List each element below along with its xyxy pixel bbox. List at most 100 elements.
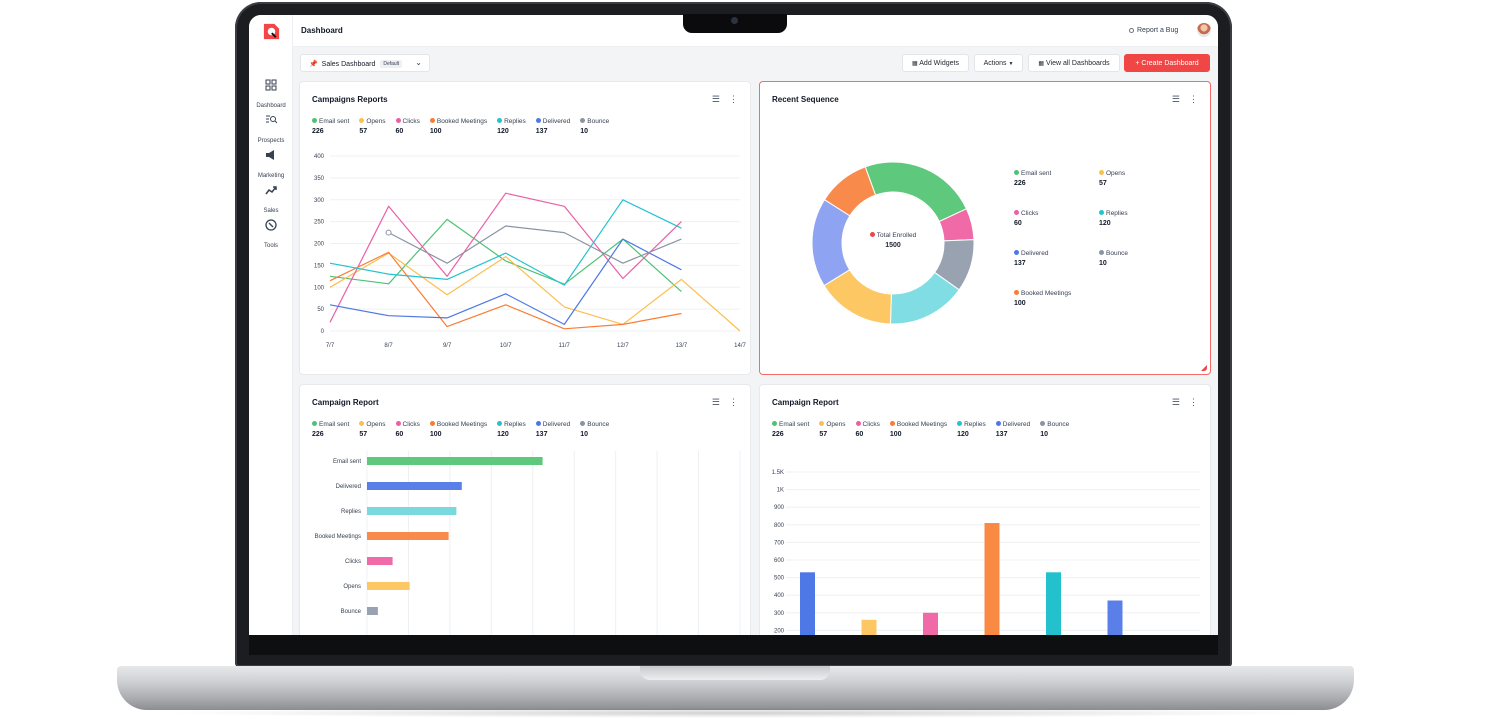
filter-sliders-icon[interactable]: ☰ <box>1171 397 1180 407</box>
actions-button[interactable]: Actions ▼ <box>974 54 1023 72</box>
sidebar-item-tools[interactable]: Tools <box>249 219 293 252</box>
sidebar-item-marketing[interactable]: Marketing <box>249 149 293 182</box>
legend-item[interactable]: Clicks 60 <box>395 118 420 135</box>
y-tick-label: 400 <box>774 593 785 599</box>
legend-value: 57 <box>819 431 828 438</box>
donut-legend-item[interactable]: Delivered 137 <box>1014 250 1104 267</box>
legend-dot <box>1040 421 1046 426</box>
legend-label: Replies <box>1099 210 1189 217</box>
filter-sliders-icon[interactable]: ☰ <box>1171 94 1180 104</box>
recent-sequence-card: Recent Sequence ☰ ⋮ Total Enrolled 1500 E… <box>759 81 1211 375</box>
donut-legend-item[interactable]: Replies 120 <box>1099 210 1189 227</box>
y-tick-label: 500 <box>774 576 785 582</box>
resize-handle[interactable] <box>1201 365 1207 371</box>
legend-item[interactable]: Delivered 137 <box>535 118 571 135</box>
legend-value: 226 <box>312 128 324 135</box>
legend-item[interactable]: Booked Meetings 100 <box>429 118 487 135</box>
legend-name: Clicks <box>1021 210 1039 217</box>
legend-label: Bounce <box>580 421 609 428</box>
bar <box>367 557 393 565</box>
card-tools: ☰ ⋮ <box>703 94 738 105</box>
sidebar-item-dashboard[interactable]: Dashboard <box>249 79 293 112</box>
donut-legend-item[interactable]: Booked Meetings 100 <box>1014 290 1104 307</box>
legend-item[interactable]: Delivered 137 <box>535 421 570 438</box>
donut-legend-item[interactable]: Bounce 10 <box>1099 250 1189 267</box>
bar <box>367 507 457 515</box>
more-vertical-icon[interactable]: ⋮ <box>1189 397 1198 407</box>
bar <box>367 532 449 540</box>
x-tick-label: 8/7 <box>384 343 393 349</box>
laptop-base <box>117 666 1354 710</box>
camera-icon <box>731 17 738 24</box>
filter-sliders-icon[interactable]: ☰ <box>711 397 720 407</box>
avatar[interactable] <box>1197 23 1211 37</box>
legend-dot <box>889 421 895 426</box>
x-tick-label: 10/7 <box>500 343 512 349</box>
donut-legend-item[interactable]: Email sent 226 <box>1014 170 1104 187</box>
search-list-icon <box>266 115 277 124</box>
series-line <box>329 238 682 325</box>
report-bug-link[interactable]: Report a Bug <box>1129 27 1178 34</box>
legend-item[interactable]: Bounce 10 <box>580 118 609 135</box>
donut-center-label: Total Enrolled <box>876 232 917 239</box>
legend-label: Delivered <box>995 421 1030 428</box>
create-dashboard-button[interactable]: + Create Dashboard <box>1124 54 1210 72</box>
legend-item[interactable]: Opens 57 <box>819 421 846 438</box>
legend-item[interactable]: Bounce 10 <box>580 421 609 438</box>
legend-item[interactable]: Replies 120 <box>497 118 526 135</box>
legend-dot <box>497 421 503 426</box>
legend-dot <box>772 421 777 426</box>
y-tick-label: 600 <box>774 558 785 564</box>
legend-label: Delivered <box>1014 250 1104 257</box>
y-tick-label: 350 <box>314 176 325 182</box>
report-bug-label: Report a Bug <box>1137 27 1179 34</box>
card-tools: ☰ ⋮ <box>1163 94 1198 105</box>
y-tick-label: 200 <box>774 628 785 634</box>
legend-name: Replies <box>1106 210 1128 217</box>
legend-label: Replies <box>957 421 986 428</box>
more-vertical-icon[interactable]: ⋮ <box>729 397 738 407</box>
filter-sliders-icon[interactable]: ☰ <box>711 94 720 104</box>
pin-icon: 📌 <box>309 61 318 68</box>
legend-item[interactable]: Opens 57 <box>359 421 386 438</box>
legend-name: Email sent <box>779 421 810 428</box>
chevron-down-icon: ⌄ <box>415 58 422 67</box>
legend-item[interactable]: Replies 120 <box>497 421 526 438</box>
legend-item[interactable]: Email sent 226 <box>772 421 809 438</box>
legend-item[interactable]: Booked Meetings 100 <box>889 421 947 438</box>
legend-label: Booked Meetings <box>1014 290 1104 297</box>
legend-item[interactable]: Clicks 60 <box>855 421 880 438</box>
view-all-dashboards-button[interactable]: ▦ View all Dashboards <box>1028 54 1120 72</box>
legend-name: Delivered <box>542 118 571 125</box>
legend-item[interactable]: Clicks 60 <box>395 421 420 438</box>
donut-legend-item[interactable]: Opens 57 <box>1099 170 1189 187</box>
legend-item[interactable]: Email sent 226 <box>312 421 349 438</box>
x-tick-label: 13/7 <box>676 343 688 349</box>
legend-name: Booked Meetings <box>1021 290 1072 297</box>
dashboard-select[interactable]: 📌 Sales Dashboard Default ⌄ <box>300 54 430 72</box>
legend-item[interactable]: Bounce 10 <box>1040 421 1069 438</box>
donut-legend-item[interactable]: Clicks 60 <box>1014 210 1104 227</box>
donut-center: Total Enrolled 1500 <box>808 232 978 249</box>
legend-value: 226 <box>772 431 784 438</box>
legend-item[interactable]: Email sent 226 <box>312 118 349 135</box>
default-badge: Default <box>380 60 403 68</box>
legend-item[interactable]: Delivered 137 <box>995 421 1030 438</box>
bar <box>984 523 1000 635</box>
legend-item[interactable]: Booked Meetings 100 <box>429 421 487 438</box>
more-vertical-icon[interactable]: ⋮ <box>1189 94 1198 104</box>
donut-center-value: 1500 <box>885 242 901 249</box>
more-vertical-icon[interactable]: ⋮ <box>729 94 738 104</box>
legend-item[interactable]: Replies 120 <box>957 421 986 438</box>
legend-name: Clicks <box>862 421 880 428</box>
legend-value: 57 <box>359 128 368 135</box>
legend-value: 10 <box>1040 431 1049 438</box>
legend-value: 60 <box>395 128 404 135</box>
y-tick-label: 0 <box>321 329 325 335</box>
legend-label: Email sent <box>312 421 349 428</box>
sidebar-item-prospects[interactable]: Prospects <box>249 114 293 147</box>
sidebar-item-sales[interactable]: Sales <box>249 184 293 217</box>
legend-value: 137 <box>535 128 548 135</box>
add-widgets-button[interactable]: ▦ Add Widgets <box>902 54 969 72</box>
legend-item[interactable]: Opens 57 <box>359 118 386 135</box>
